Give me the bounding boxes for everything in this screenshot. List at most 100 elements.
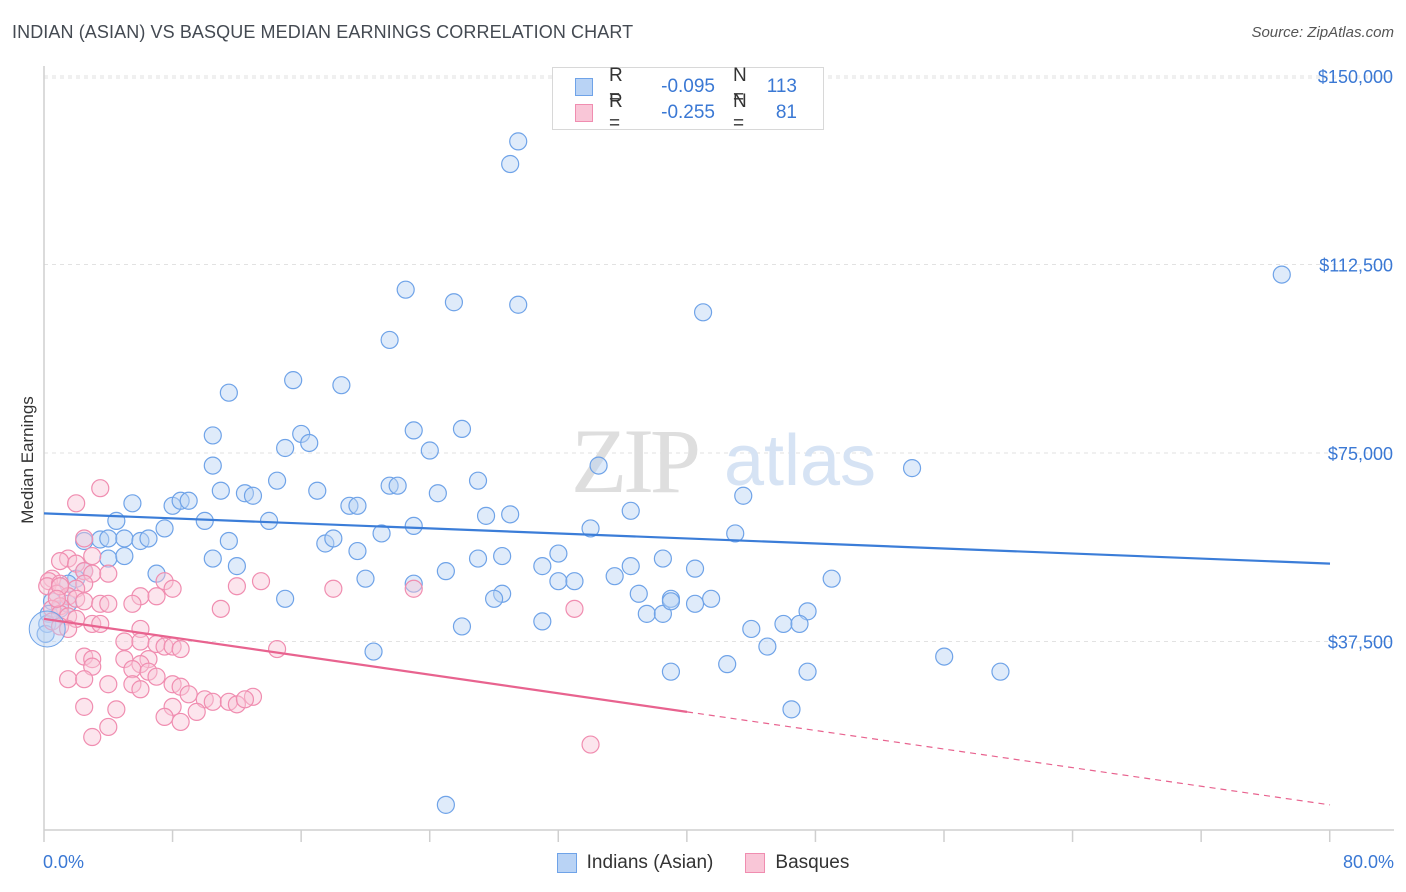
indian-point (758, 637, 777, 656)
indian-point (621, 557, 640, 576)
legend-n-value: 81 (775, 102, 797, 123)
indian-point (702, 589, 721, 608)
indian-point (476, 506, 496, 525)
indian-point (509, 132, 528, 151)
basque-point (179, 685, 198, 704)
indian-point (123, 494, 142, 513)
series-legend-indians[interactable]: Indians (Asian) (556, 852, 714, 874)
watermark: ZIP atlas (571, 410, 876, 512)
indian-point (115, 546, 134, 566)
basque-point (123, 594, 142, 613)
indian-point (661, 662, 681, 681)
basque-point (75, 697, 94, 716)
basque-trend-extension (686, 711, 1331, 806)
indian-point (243, 486, 263, 505)
indian-point (468, 471, 488, 490)
y-tick-label: $75,000 (1328, 444, 1393, 464)
indian-point (308, 481, 327, 500)
indian-point (332, 376, 351, 395)
indian-point (139, 529, 158, 548)
basque-point (99, 594, 118, 613)
indian-point (267, 471, 287, 490)
indian-point (227, 557, 246, 576)
basque-point (211, 599, 230, 618)
legend-r-label: R = (609, 65, 623, 108)
chart-title: INDIAN (ASIAN) VS BASQUE MEDIAN EARNINGS… (12, 22, 634, 42)
indian-point (372, 524, 391, 543)
indian-point (219, 531, 238, 551)
indian-point (348, 541, 367, 561)
indian-point (444, 293, 464, 312)
basque-point (75, 592, 94, 611)
legend-swatch-basques (575, 104, 593, 122)
basque-point (171, 639, 190, 659)
indian-point (452, 617, 472, 636)
indian-point (420, 441, 439, 460)
indian-point (565, 572, 584, 591)
indian-point (99, 549, 118, 568)
basque-point (75, 529, 94, 548)
indian-point (902, 459, 922, 478)
indian-point (726, 524, 745, 543)
basque-point (83, 546, 102, 566)
indian-point (404, 516, 423, 536)
basque-point (251, 572, 271, 591)
series-legend: Indians (Asian) Basques (0, 852, 1406, 874)
indian-point (452, 419, 472, 438)
basque-point (171, 712, 190, 732)
indian-point (653, 549, 672, 568)
indian-point (629, 584, 648, 603)
indian-point (348, 496, 367, 515)
basque-point (99, 717, 118, 737)
indian-point (436, 795, 455, 814)
basque-point (50, 551, 70, 571)
basque-point (83, 727, 102, 747)
basque-point (581, 735, 600, 754)
basque-point (107, 700, 126, 719)
legend-r-value: -0.255 (661, 102, 715, 123)
indian-point (718, 655, 737, 674)
indian-point (404, 574, 423, 593)
indian-point (734, 486, 753, 505)
basque-point (99, 675, 118, 694)
basque-trend-line (43, 617, 688, 713)
source-label: Source: ZipAtlas.com (1251, 24, 1394, 41)
indian-cluster-point (28, 610, 66, 648)
basque-point (227, 577, 246, 596)
data-points (28, 132, 1291, 814)
series-legend-basques[interactable]: Basques (745, 852, 849, 874)
y-axis-label: Median Earnings (18, 396, 37, 524)
indian-point (436, 562, 455, 581)
indian-point (798, 662, 817, 681)
basque-point (91, 614, 110, 634)
indian-point (685, 594, 705, 613)
y-tick-label: $150,000 (1318, 67, 1393, 87)
legend-row-basques: R = -0.255 N = 81 (575, 91, 797, 134)
correlation-legend: R = -0.095 N = 113 R = -0.255 N = 81 (552, 65, 824, 134)
basque-point (163, 579, 182, 598)
indian-point (685, 559, 705, 578)
legend-r-label: R = (609, 91, 623, 134)
indian-point (509, 295, 528, 314)
indian-point (468, 549, 488, 568)
indian-point (276, 589, 295, 608)
basque-point (131, 680, 150, 699)
indian-point (693, 303, 713, 322)
basque-point (404, 579, 423, 598)
basque-point (83, 650, 102, 669)
basque-point (115, 632, 134, 651)
indian-point (589, 456, 608, 475)
basque-point (235, 690, 255, 709)
indian-point (935, 647, 954, 666)
indian-point (742, 619, 761, 639)
legend-r-value: -0.095 (661, 76, 715, 97)
indian-point (501, 154, 520, 174)
basque-point (47, 589, 66, 608)
indian-point (774, 614, 793, 634)
indian-point (661, 592, 681, 611)
legend-n-value: 113 (766, 76, 797, 97)
indian-point (485, 589, 504, 608)
basque-point (203, 692, 222, 711)
axes (43, 66, 1394, 842)
series-legend-label: Indians (Asian) (586, 852, 714, 873)
